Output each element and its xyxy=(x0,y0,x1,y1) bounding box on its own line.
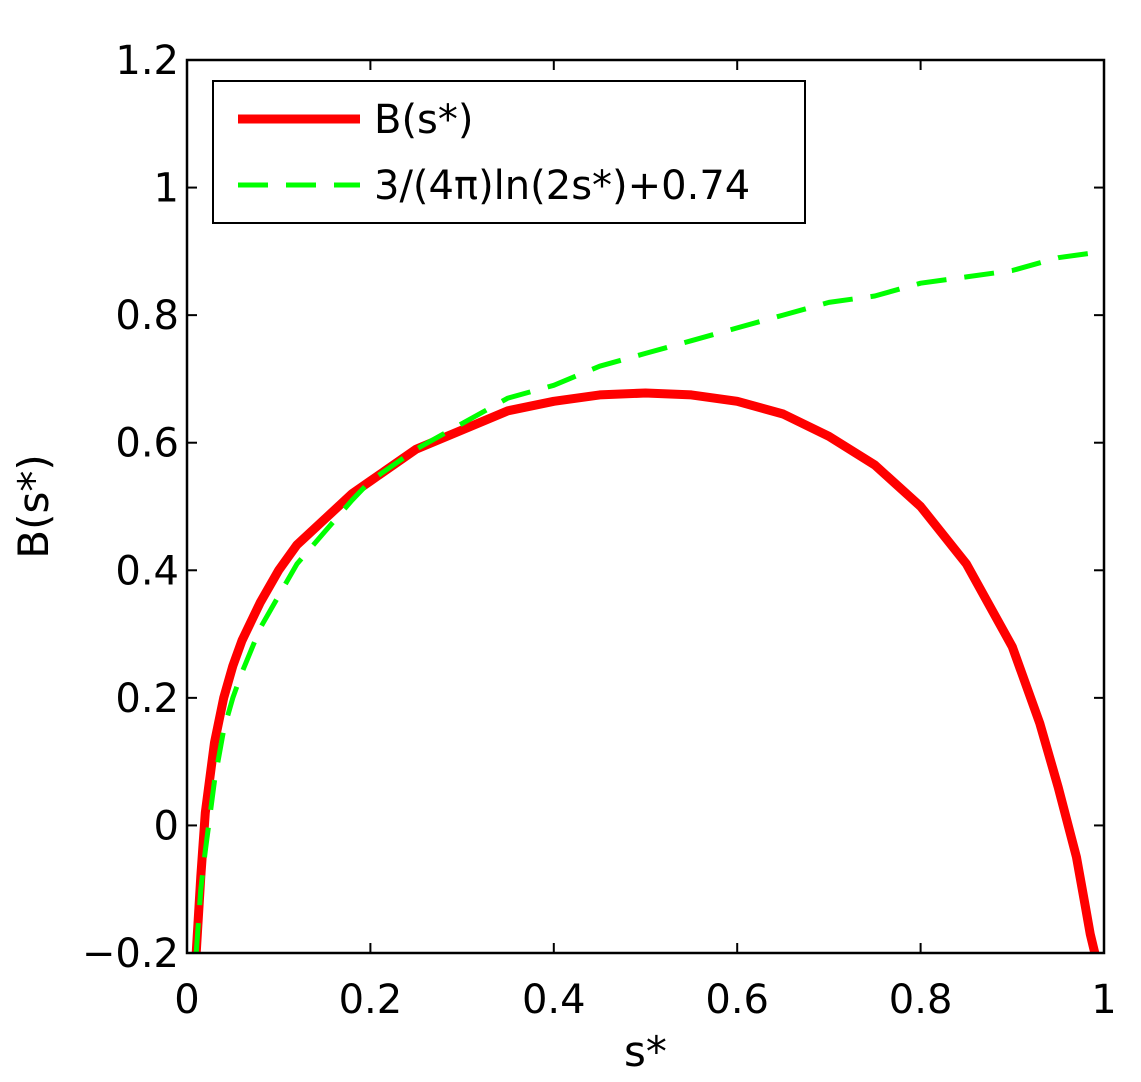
legend-label-series-0: B(s*) xyxy=(374,97,474,143)
y-tick-label: 1.2 xyxy=(115,38,179,84)
series-line-1 xyxy=(193,248,1105,954)
y-tick-label: 0.2 xyxy=(115,676,179,722)
x-tick-label: 0.4 xyxy=(522,977,586,1023)
y-tick-label: 0.4 xyxy=(115,548,179,594)
legend: B(s*) 3/(4π)ln(2s*)+0.74 xyxy=(212,80,806,224)
y-axis-title: B(s*) xyxy=(9,454,58,558)
y-tick-label: 0.6 xyxy=(115,421,179,467)
x-tick-label: 0.8 xyxy=(889,977,953,1023)
series-layer xyxy=(191,248,1105,955)
x-tick-label: 0 xyxy=(174,977,199,1023)
series-line-0 xyxy=(191,388,1100,955)
y-tick-label: 0 xyxy=(154,803,179,849)
y-tick-label: 0.8 xyxy=(115,293,179,339)
x-tick-label: 0.2 xyxy=(339,977,403,1023)
x-tick-label: 1 xyxy=(1091,977,1116,1023)
y-tick-label: 1 xyxy=(154,166,179,212)
legend-label-series-1: 3/(4π)ln(2s*)+0.74 xyxy=(374,163,750,209)
x-axis-title: s* xyxy=(624,1027,667,1076)
x-tick-label: 0.6 xyxy=(705,977,769,1023)
legend-box xyxy=(212,80,806,224)
tick-layer: 0 0.2 0.4 0.6 0.8 1−0.200.20.40.60.811.2 xyxy=(82,38,1117,1023)
y-tick-label: −0.2 xyxy=(82,931,179,977)
plot-frame xyxy=(185,58,1106,955)
